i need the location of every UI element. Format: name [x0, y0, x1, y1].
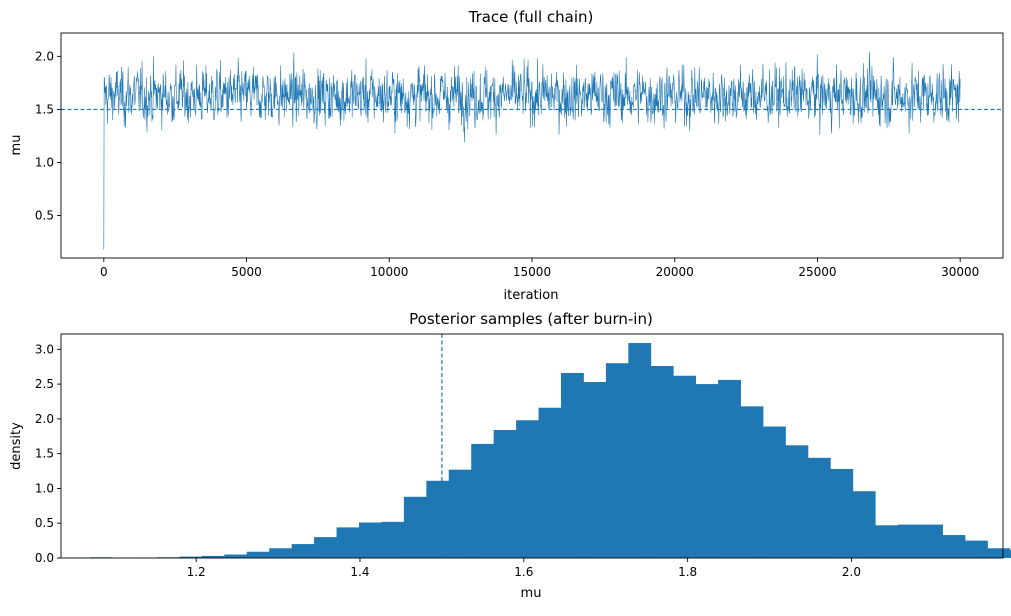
histogram-x-tick-label: 1.2 — [187, 565, 206, 579]
histogram-bar — [853, 491, 876, 558]
trace-y-axis-label: mu — [9, 135, 24, 156]
histogram-bar — [539, 408, 562, 558]
histogram-bar — [583, 382, 606, 558]
histogram-bar — [292, 544, 315, 558]
histogram-x-axis-label: mu — [521, 586, 542, 601]
histogram-bar — [830, 469, 853, 558]
trace-x-tick-label: 0 — [100, 265, 108, 279]
histogram-bar — [561, 373, 584, 558]
histogram-bar — [494, 430, 517, 558]
histogram-y-tick-label: 2.5 — [35, 377, 54, 391]
histogram-bar — [920, 525, 943, 558]
histogram-bar — [449, 470, 472, 558]
histogram-bar — [987, 548, 1010, 558]
trace-axes-frame — [61, 33, 1003, 258]
histogram-bar — [741, 406, 764, 558]
histogram-y-tick-label: 0.5 — [35, 516, 54, 530]
trace-title: Trace (full chain) — [468, 8, 594, 26]
histogram-y-tick-label: 2.0 — [35, 412, 54, 426]
trace-plot-area: 0 5000 10000 15000 20000 25000 30000 0.5 1.0 1.5 2… — [35, 33, 1003, 279]
histogram-bar — [628, 343, 651, 558]
histogram-y-tick-label: 0.0 — [35, 551, 54, 565]
histogram-y-tick-label: 1.5 — [35, 447, 54, 461]
histogram-bar — [471, 444, 494, 558]
histogram-bar — [606, 363, 629, 558]
histogram-bar — [696, 384, 719, 558]
histogram-x-tick-label: 1.4 — [350, 565, 369, 579]
trace-y-tick-label: 2.0 — [35, 49, 54, 63]
trace-y-tick-label: 1.0 — [35, 155, 54, 169]
histogram-bar — [337, 527, 360, 558]
histogram-bar — [785, 445, 808, 558]
histogram-bar — [875, 525, 898, 558]
histogram-bar — [314, 537, 337, 558]
trace-series-line — [104, 52, 960, 250]
histogram-bar — [898, 525, 921, 558]
trace-y-tick-label: 0.5 — [35, 209, 54, 223]
trace-x-tick-label: 20000 — [656, 265, 694, 279]
histogram-y-tick-label: 1.0 — [35, 481, 54, 495]
histogram-bar — [269, 548, 292, 558]
histogram-x-tick-label: 1.8 — [678, 565, 697, 579]
histogram-bar — [718, 380, 741, 558]
trace-x-axis-label: iteration — [504, 288, 559, 303]
trace-x-tick-label: 5000 — [231, 265, 262, 279]
histogram-plot-area: 1.2 1.4 1.6 1.8 2.0 0.0 0.5 1.0 1.5 2.0 2.5 3.0 — [35, 334, 1011, 579]
histogram-title: Posterior samples (after burn-in) — [409, 310, 653, 328]
trace-x-tick-label: 15000 — [513, 265, 551, 279]
trace-y-tick-label: 1.5 — [35, 102, 54, 116]
histogram-bar — [224, 555, 247, 558]
histogram-y-axis-label: density — [9, 422, 24, 470]
histogram-bar — [965, 541, 988, 558]
histogram-x-tick-label: 2.0 — [842, 565, 861, 579]
histogram-bar — [426, 481, 449, 558]
trace-x-tick-label: 10000 — [370, 265, 408, 279]
histogram-bar — [516, 420, 539, 558]
histogram-bar — [247, 552, 270, 558]
histogram-bar — [763, 427, 786, 558]
histogram-bar — [381, 522, 404, 558]
histogram-bar — [651, 366, 674, 558]
trace-panel: Trace (full chain) 0 5000 10000 15000 20000 2… — [9, 8, 1003, 303]
trace-x-tick-label: 25000 — [798, 265, 836, 279]
histogram-x-tick-label: 1.6 — [514, 565, 533, 579]
histogram-bar — [673, 376, 696, 558]
histogram-bar — [359, 523, 382, 558]
trace-x-tick-label: 30000 — [941, 265, 979, 279]
histogram-y-tick-label: 3.0 — [35, 342, 54, 356]
histogram-bar — [404, 497, 427, 558]
histogram-panel: Posterior samples (after burn-in) 1.2 1.4… — [9, 310, 1011, 601]
histogram-bar — [943, 535, 966, 558]
histogram-bar — [808, 458, 831, 558]
